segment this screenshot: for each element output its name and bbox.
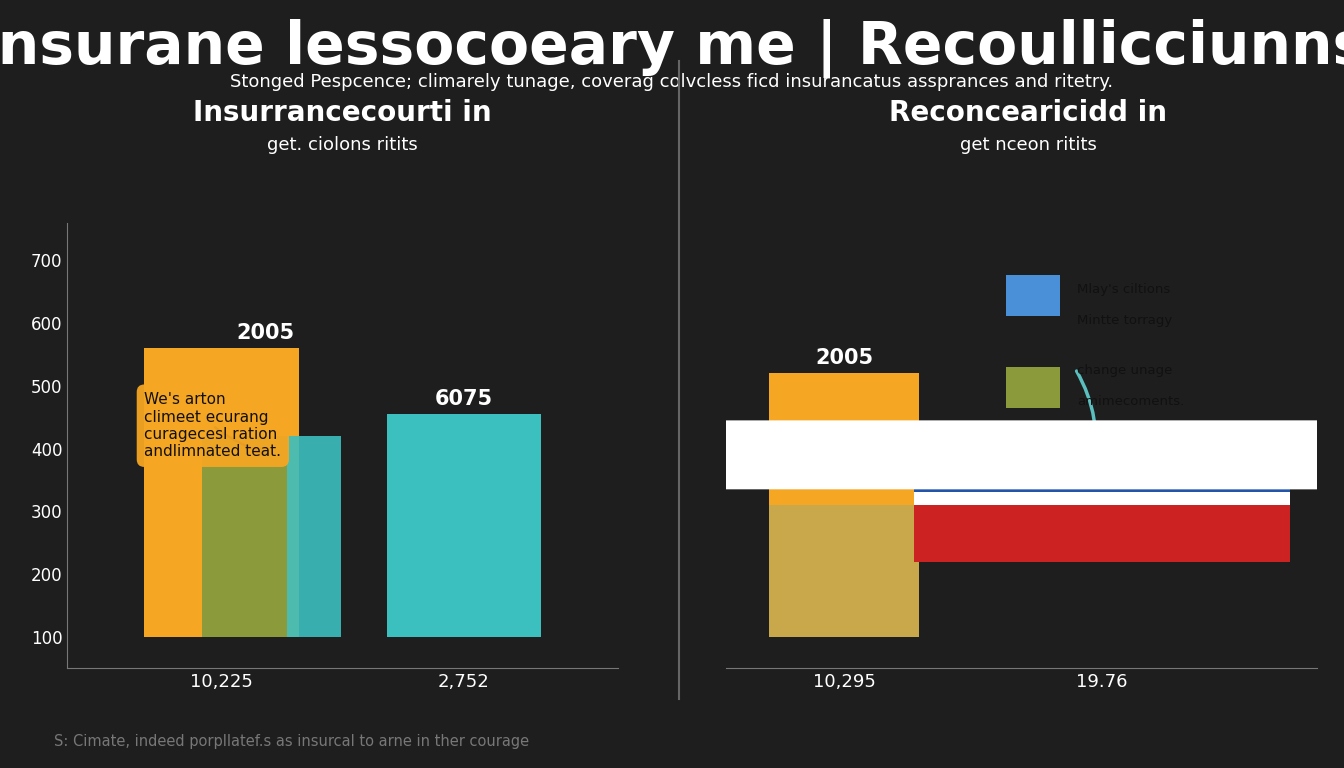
Text: 6075: 6075 — [435, 389, 493, 409]
Bar — [1007, 275, 1059, 316]
Bar — [210, 436, 341, 637]
Text: ★: ★ — [1050, 455, 1068, 474]
Text: ★: ★ — [1136, 455, 1154, 474]
Text: amimecoments.: amimecoments. — [1078, 395, 1184, 408]
Text: Reconcearicidd in: Reconcearicidd in — [890, 99, 1167, 127]
Bar — [914, 492, 1290, 505]
Text: Insurrancecourti in: Insurrancecourti in — [194, 99, 492, 127]
Text: get. ciolons ritits: get. ciolons ritits — [267, 136, 418, 154]
Text: We's arton
climeet ecurang
curagecesl ration
andlimnated teat.: We's arton climeet ecurang curagecesl ra… — [144, 392, 281, 459]
Text: ★: ★ — [942, 455, 961, 474]
Text: Stonged Pespcence; climarely tunage, coverag colvcless ficd insurancatus asspran: Stonged Pespcence; climarely tunage, cov… — [230, 73, 1114, 91]
Text: Insurane lessocoeary me | Recoullicciunns: Insurane lessocoeary me | Recoullicciunn… — [0, 19, 1344, 78]
Bar — [914, 436, 1290, 492]
Bar — [769, 373, 919, 505]
FancyBboxPatch shape — [0, 420, 1344, 489]
Text: ★: ★ — [996, 455, 1015, 474]
Text: Mintte torragy: Mintte torragy — [1078, 314, 1172, 327]
Bar — [1007, 367, 1059, 408]
Text: 2005: 2005 — [237, 323, 294, 343]
Text: Mlay's ciltions: Mlay's ciltions — [1078, 283, 1171, 296]
Bar — [387, 414, 542, 637]
Text: 2005: 2005 — [814, 348, 874, 369]
Bar — [202, 436, 288, 637]
Text: change unage: change unage — [1078, 364, 1173, 377]
Bar — [769, 505, 919, 637]
Bar — [144, 348, 298, 637]
Bar — [914, 505, 1290, 561]
Text: get nceon ritits: get nceon ritits — [960, 136, 1097, 154]
Text: S: Cimate, indeed porpllatef.s as insurcal to arne in ther courage: S: Cimate, indeed porpllatef.s as insurc… — [54, 733, 530, 749]
